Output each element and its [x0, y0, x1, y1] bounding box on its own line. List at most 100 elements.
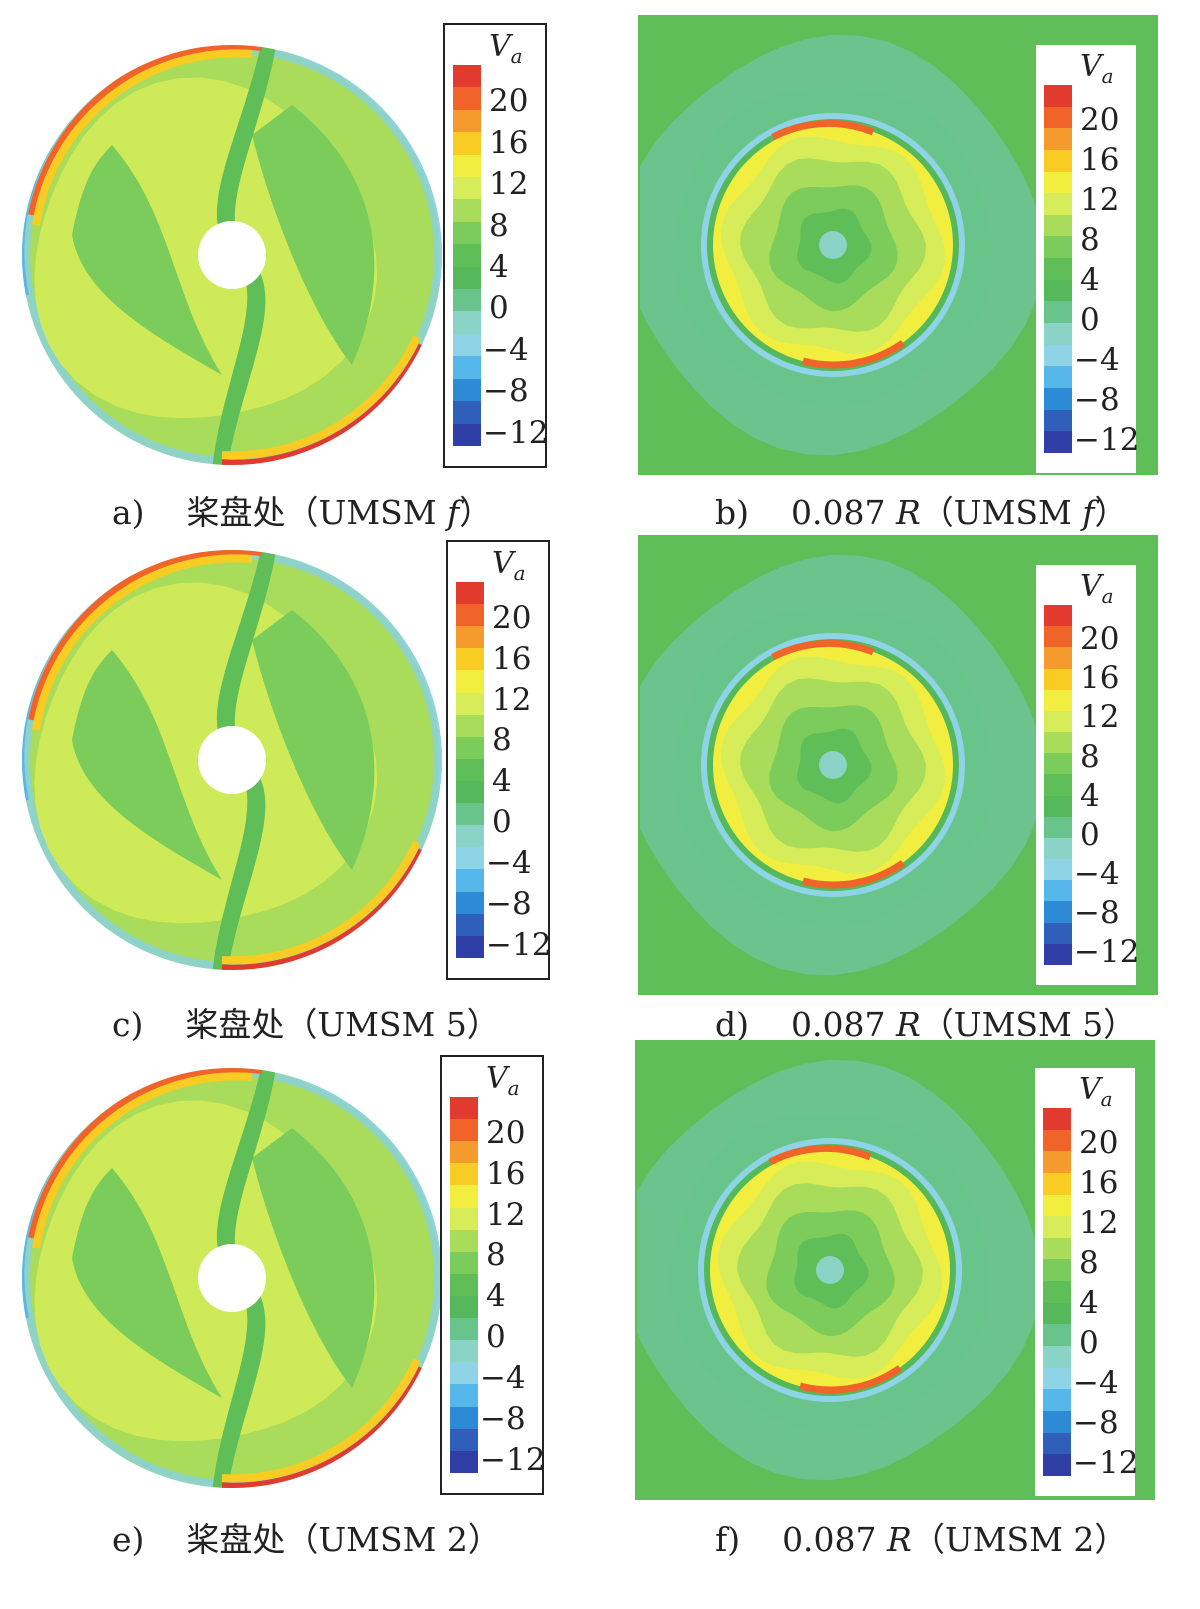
caption-a: a) 桨盘处（UMSM f）: [112, 493, 493, 532]
colorbar-swatch: [1044, 258, 1072, 280]
disk-c: [22, 550, 442, 970]
colorbar-c: Va 20 16 12 8 4 0 −4 −8 −12: [446, 540, 552, 980]
disk-a: [22, 45, 442, 465]
colorbar-swatch: [453, 311, 481, 334]
colorbar-swatch: [1044, 626, 1072, 648]
zone-green-right: [252, 610, 375, 870]
disk-contour-c: [22, 550, 442, 970]
colorbar-swatch: [453, 87, 481, 110]
colorbar-swatch: [1043, 1324, 1071, 1347]
colorbar-tick-label: −4: [480, 1360, 526, 1396]
colorbar-tick-label: −4: [1073, 1365, 1119, 1401]
colorbar-tick-label: −12: [480, 1441, 546, 1478]
colorbar-tick-label: 16: [492, 640, 532, 677]
colorbar-swatch: [1044, 106, 1072, 129]
colorbar-tick-label: −4: [1074, 856, 1120, 892]
field-tip-top: [771, 639, 875, 661]
colorbar-tick-label: 8: [489, 207, 509, 244]
colorbar-tick-label: −8: [480, 1400, 526, 1437]
colorbar-swatch: [1043, 1454, 1071, 1476]
zone-tip-upper: [28, 45, 263, 216]
colorbar-swatch: [456, 825, 484, 848]
colorbar-e: Va 20 16 12 8 4 0 −4 −8 −12: [440, 1055, 546, 1495]
colorbar-swatch: [450, 1428, 478, 1451]
colorbar-tick-label: −12: [483, 414, 549, 451]
colorbar-swatch: [453, 177, 481, 200]
colorbar-tick-label: 20: [1080, 102, 1120, 138]
colorbar-gradient: [450, 1097, 478, 1473]
colorbar-swatch: [1043, 1108, 1071, 1130]
colorbar-swatch: [1044, 301, 1072, 324]
colorbar-tick-label: 4: [1079, 1285, 1099, 1321]
disk-hub: [198, 726, 266, 794]
colorbar-swatch: [453, 65, 481, 88]
colorbar-swatch: [1043, 1129, 1071, 1152]
colorbar-swatch: [1044, 647, 1072, 669]
colorbar-swatch: [450, 1450, 478, 1473]
colorbar-swatch: [1044, 774, 1072, 796]
colorbar-tick-label: 20: [1079, 1125, 1119, 1161]
colorbar-tick-label: 12: [1080, 182, 1120, 218]
colorbar-swatch: [1044, 880, 1072, 902]
zone-tip-lower: [221, 1366, 426, 1488]
colorbar-swatch: [453, 154, 481, 178]
colorbar-tick-label: −4: [1074, 342, 1120, 378]
colorbar-tick-label: 4: [489, 248, 509, 285]
colorbar-swatch: [453, 401, 481, 424]
colorbar-swatch: [1043, 1216, 1071, 1238]
colorbar-swatch: [456, 582, 484, 605]
zone-tip-lower: [221, 848, 426, 970]
colorbar-swatch: [1044, 85, 1072, 107]
colorbar-swatch: [1044, 859, 1072, 881]
panel-a-plot: Va 20 16 12 8 4 0 −4 −8 −12: [10, 15, 570, 475]
colorbar-f: Va 20 16 12 8 4 0 −4 −8 −12: [1035, 1068, 1139, 1496]
colorbar-tick-label: −8: [1074, 895, 1120, 932]
panel-f-plot: Va 20 16 12 8 4 0 −4 −8 −12: [635, 1040, 1155, 1500]
colorbar-swatch: [456, 913, 484, 936]
colorbar-tick-label: −8: [483, 373, 529, 410]
colorbar-tick-label: 20: [492, 599, 532, 636]
colorbar-tick-label: −4: [483, 331, 529, 368]
colorbar-swatch: [453, 289, 481, 312]
colorbar-swatch: [1044, 689, 1072, 711]
zone-green-left: [72, 145, 222, 375]
colorbar-swatch: [1043, 1259, 1071, 1282]
colorbar-gradient: [1044, 605, 1072, 965]
disk-contour-e: [22, 1068, 442, 1488]
colorbar-tick-label: 16: [1080, 142, 1120, 178]
colorbar-title: Va: [486, 1061, 520, 1100]
colorbar-swatch: [450, 1229, 478, 1252]
colorbar-tick-label: −12: [1074, 934, 1140, 971]
colorbar-tick-label: 12: [489, 166, 529, 203]
colorbar-b: Va 20 16 12 8 4 0 −4 −8 −12: [1036, 45, 1139, 473]
zone-green-left: [72, 1168, 222, 1398]
zone-green-right: [252, 1128, 375, 1388]
colorbar-swatch: [456, 714, 484, 737]
colorbar-tick-label: −12: [1073, 1445, 1139, 1481]
colorbar-tick-label: −12: [486, 926, 552, 963]
field-center-cyan: [816, 1256, 844, 1284]
colorbar-tick-label: 0: [492, 804, 512, 841]
caption-e: e) 桨盘处（UMSM 2）: [112, 1520, 501, 1559]
colorbar-swatch: [456, 780, 484, 804]
colorbar-swatch: [1043, 1389, 1071, 1411]
colorbar-tick-label: 8: [492, 722, 512, 759]
colorbar-swatch: [450, 1119, 478, 1142]
zone-tip-upper-inner: [32, 1072, 253, 1249]
colorbar-swatch: [456, 847, 484, 870]
panel-e-plot: Va 20 16 12 8 4 0 −4 −8 −12: [10, 1050, 570, 1510]
colorbar-swatch: [450, 1340, 478, 1363]
colorbar-swatch: [1043, 1432, 1071, 1455]
field-center-cyan: [819, 231, 847, 259]
colorbar-swatch: [1043, 1194, 1071, 1217]
colorbar-swatch: [1043, 1172, 1071, 1195]
colorbar-tick-label: 0: [1080, 816, 1100, 853]
colorbar-title: Va: [1080, 569, 1114, 608]
colorbar-tick-label: 8: [1080, 738, 1100, 775]
colorbar-gradient: [1044, 85, 1072, 453]
field-tip-bottom: [799, 1365, 903, 1394]
colorbar-swatch: [450, 1097, 478, 1120]
zone-tip-lower-inner: [221, 335, 421, 460]
colorbar-gradient: [456, 582, 484, 958]
colorbar-swatch: [1044, 431, 1072, 453]
